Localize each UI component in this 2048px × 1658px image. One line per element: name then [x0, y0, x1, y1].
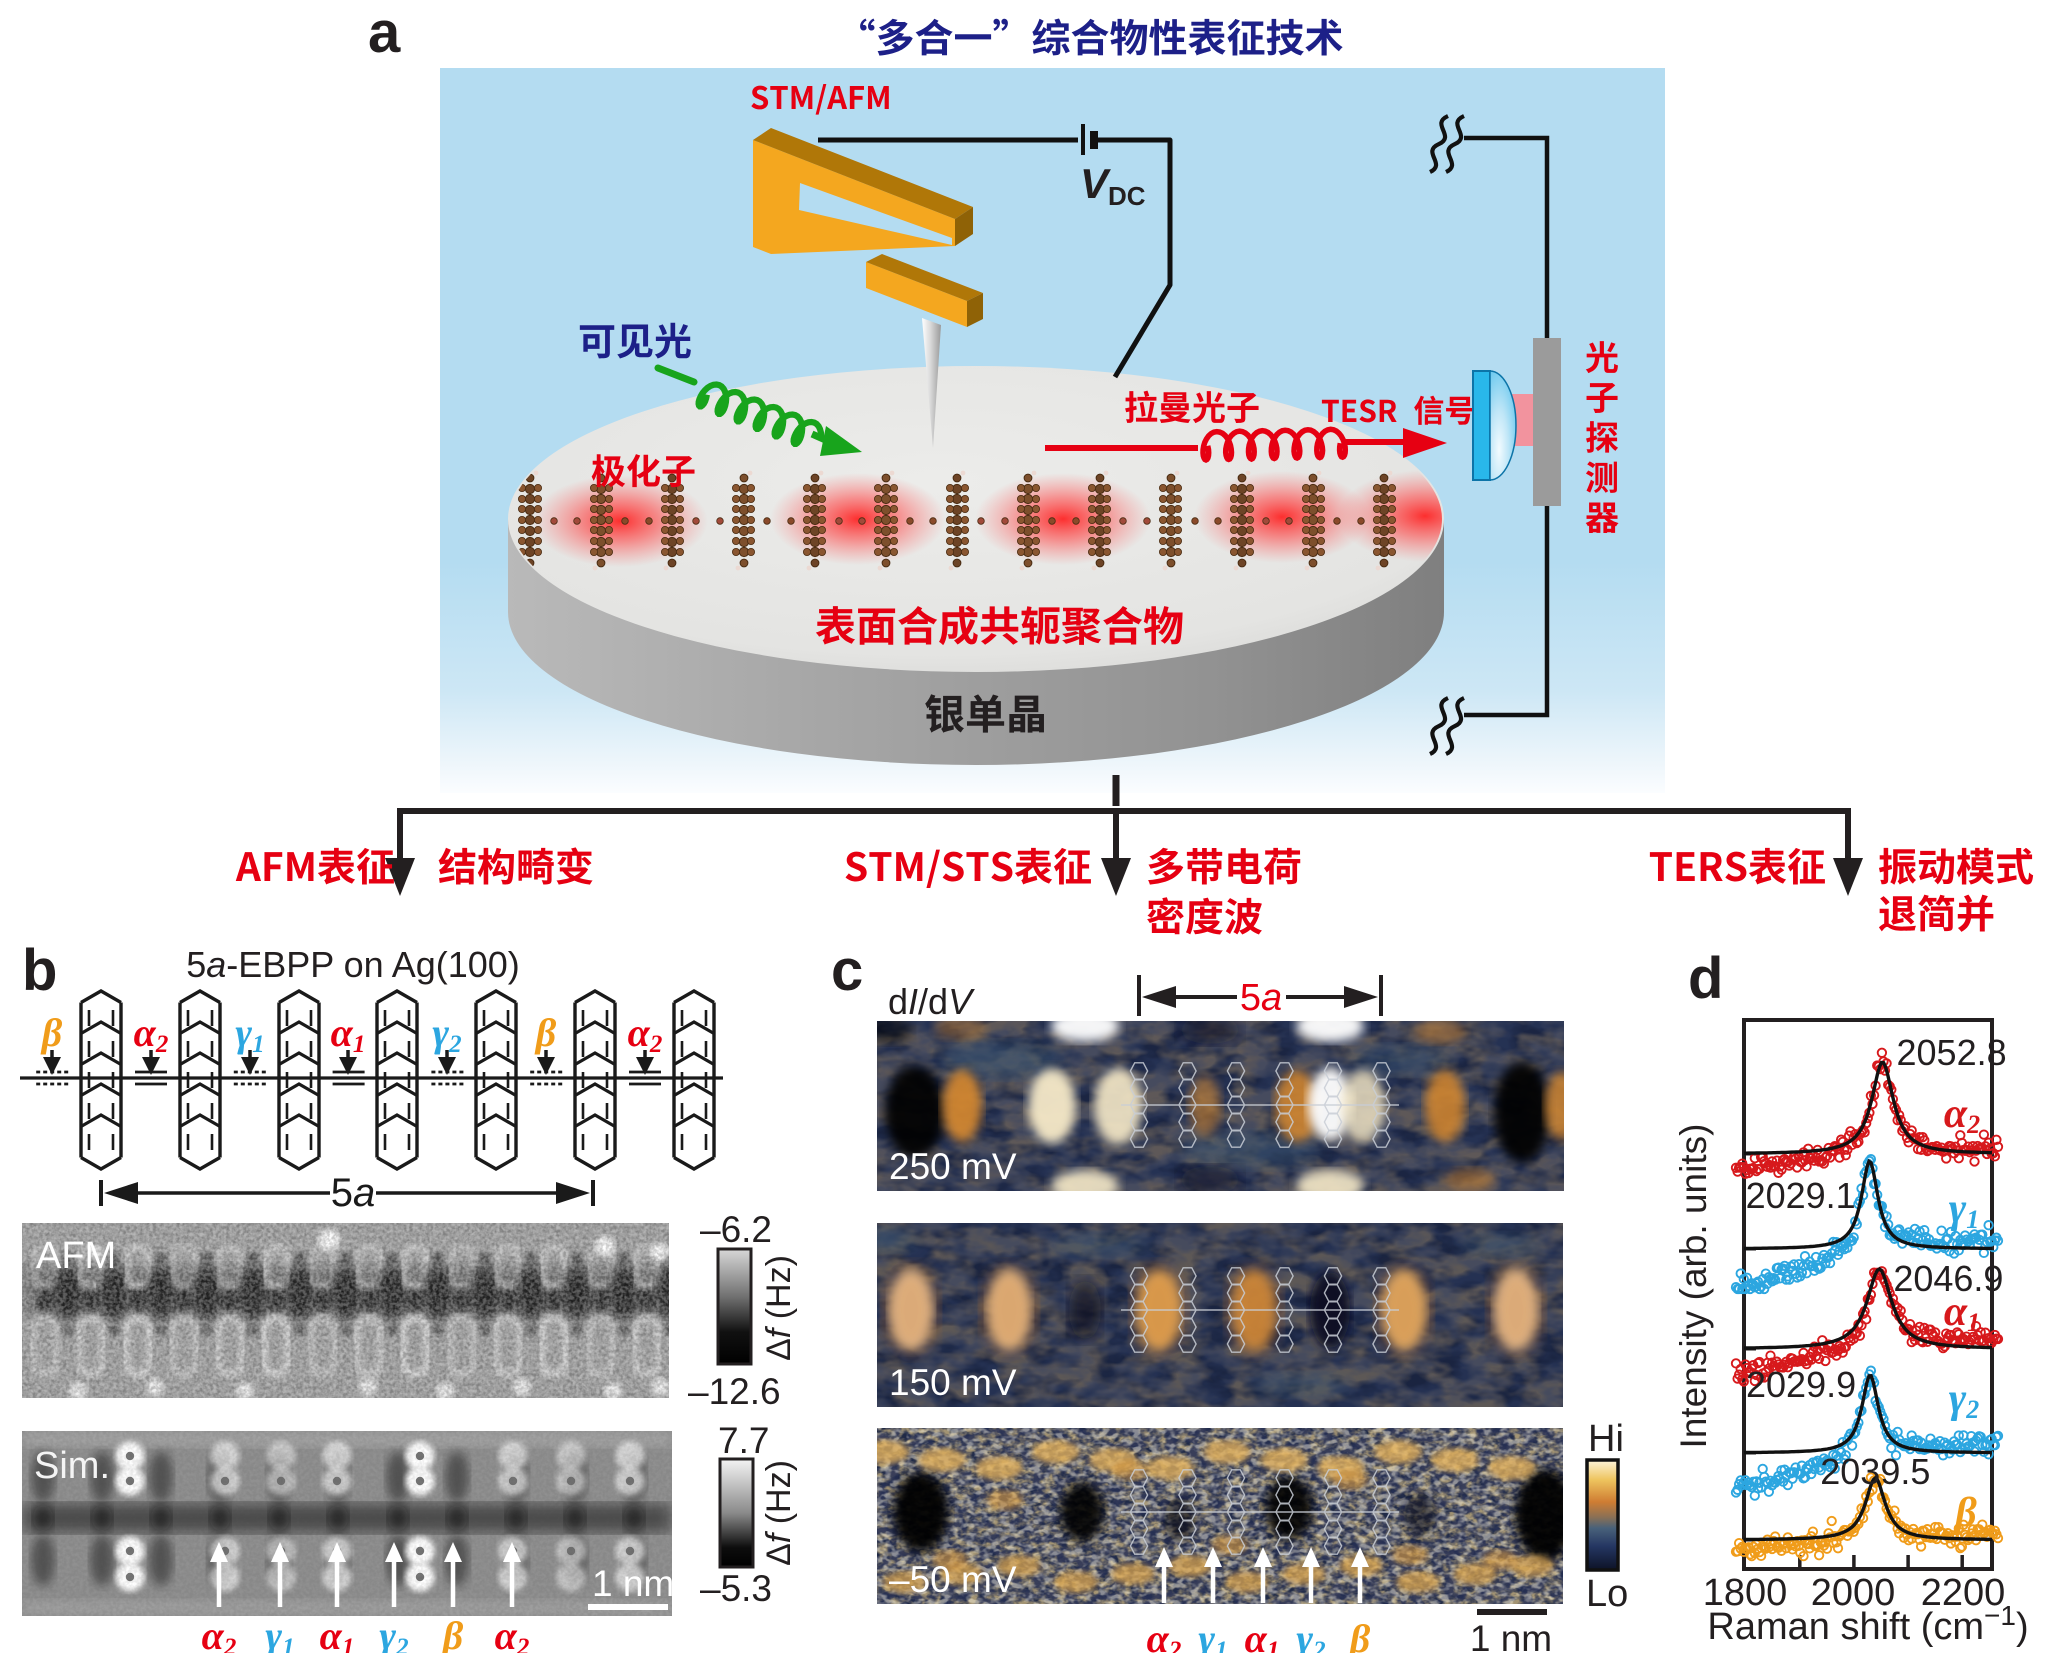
svg-text:5a: 5a [1240, 977, 1282, 1019]
svg-text:2200: 2200 [1921, 1572, 2006, 1614]
svg-text:b: b [22, 938, 57, 1003]
svg-text:Hi: Hi [1588, 1418, 1624, 1460]
svg-text:Δf (Hz): Δf (Hz) [760, 1460, 798, 1566]
svg-text:Δf (Hz): Δf (Hz) [760, 1255, 798, 1361]
svg-text:250 mV: 250 mV [889, 1146, 1017, 1187]
svg-text:1 nm: 1 nm [1470, 1618, 1552, 1653]
svg-text:α2: α2 [495, 1613, 530, 1653]
svg-text:β: β [40, 1010, 63, 1055]
svg-text:V: V [1080, 160, 1111, 207]
svg-text:2039.5: 2039.5 [1820, 1451, 1930, 1492]
svg-text:–6.2: –6.2 [700, 1209, 772, 1250]
svg-text:c: c [831, 938, 863, 1003]
svg-text:150 mV: 150 mV [889, 1362, 1017, 1403]
svg-text:2029.9: 2029.9 [1746, 1364, 1856, 1405]
svg-text:β: β [1953, 1490, 1977, 1536]
svg-text:–12.6: –12.6 [688, 1371, 781, 1412]
svg-text:β: β [1348, 1616, 1371, 1653]
svg-text:Lo: Lo [1586, 1573, 1628, 1615]
svg-text:2046.9: 2046.9 [1893, 1258, 2003, 1299]
svg-text:a: a [368, 0, 401, 65]
svg-text:–5.3: –5.3 [700, 1568, 772, 1609]
svg-text:DC: DC [1108, 181, 1146, 211]
svg-text:AFM: AFM [36, 1235, 116, 1277]
svg-text:β: β [534, 1010, 557, 1055]
svg-text:2029.1: 2029.1 [1746, 1175, 1856, 1216]
svg-text:dI/dV: dI/dV [888, 981, 975, 1022]
svg-text:–50 mV: –50 mV [889, 1559, 1017, 1600]
svg-text:d: d [1688, 946, 1723, 1011]
svg-text:7.7: 7.7 [718, 1420, 769, 1461]
svg-text:1800: 1800 [1703, 1572, 1788, 1614]
svg-text:β: β [441, 1613, 464, 1653]
svg-text:γ1: γ1 [265, 1613, 294, 1653]
svg-text:2052.8: 2052.8 [1897, 1032, 2007, 1073]
svg-text:Sim.: Sim. [34, 1445, 110, 1487]
svg-text:1 nm: 1 nm [592, 1563, 674, 1604]
svg-text:Raman shift (cm−1): Raman shift (cm−1) [1707, 1600, 2028, 1648]
svg-text:Intensity (arb. units): Intensity (arb. units) [1673, 1124, 1714, 1449]
svg-text:2000: 2000 [1811, 1572, 1896, 1614]
svg-text:5a: 5a [331, 1171, 376, 1215]
svg-text:5a-EBPP on Ag(100): 5a-EBPP on Ag(100) [186, 944, 520, 985]
